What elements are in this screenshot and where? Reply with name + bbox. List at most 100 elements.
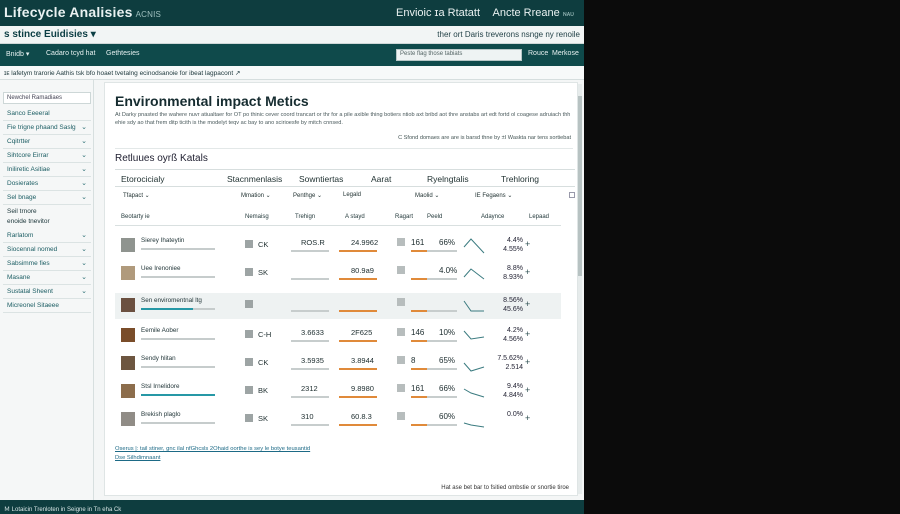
divider — [3, 120, 91, 121]
column-header[interactable]: Lepaad — [529, 214, 550, 220]
sidebar-item[interactable]: Sanco Eeeeral — [3, 108, 91, 121]
sidebar-item[interactable]: Masane ⌄ — [3, 272, 91, 285]
sidebar-item[interactable]: enoide tnevitor — [3, 216, 91, 229]
add-icon[interactable]: + — [525, 329, 531, 339]
row-checkbox[interactable] — [245, 358, 253, 366]
divider — [115, 148, 573, 149]
column-header[interactable]: Beotarty ie — [121, 214, 150, 220]
sidebar-item[interactable]: Sabsimme fies ⌄ — [3, 258, 91, 271]
row-value: 80.9a9 — [351, 266, 374, 275]
chevron-down-icon: ⌄ — [81, 194, 87, 201]
sparkline — [463, 238, 485, 254]
tab-2[interactable]: Gethtesies — [106, 50, 140, 57]
group-tab[interactable]: Aarat — [371, 174, 392, 184]
row-bar — [411, 250, 427, 252]
column-header[interactable]: Adaynce — [481, 214, 505, 220]
column-header[interactable]: Peeld — [427, 214, 443, 220]
add-icon[interactable]: + — [525, 267, 531, 277]
table-row[interactable]: Sen enviromentnal ltg 8.56% 45.6% + — [115, 293, 561, 319]
column-header[interactable]: Ragart — [395, 214, 414, 220]
route-button[interactable]: Rouce — [528, 50, 549, 57]
row-value: 3.6633 — [301, 328, 324, 337]
sidebar-item[interactable]: Sihtcore Eirrar ⌄ — [3, 150, 91, 163]
tab-0[interactable]: Bnidb ▾ — [6, 51, 30, 58]
row-average: 4.2% 4.56% — [503, 327, 523, 343]
add-icon[interactable]: + — [525, 299, 531, 309]
workspace-selector[interactable]: s stince Euidisies ▾ — [4, 29, 96, 40]
add-icon[interactable]: + — [525, 357, 531, 367]
group-tab[interactable]: Trehloring — [501, 174, 539, 184]
scrollbar[interactable] — [578, 84, 582, 494]
row-bar — [339, 396, 377, 398]
table-row[interactable]: Eemile Aober C-H 3.6633 2F625 146 10% 4.2% 4.56… — [115, 323, 561, 349]
divider — [3, 190, 91, 191]
group-tab[interactable]: Ryelngtalis — [427, 174, 469, 184]
filter-dropdown[interactable]: Legald — [343, 192, 362, 198]
filter-checkbox[interactable] — [569, 192, 575, 199]
sidebar-item[interactable]: Iniliretic Asitiae ⌄ — [3, 164, 91, 177]
row-checkbox[interactable] — [245, 386, 253, 394]
group-tabs: Etorocicialy Stacnmenlasis Sowntiertas A… — [115, 169, 575, 187]
footer-link[interactable]: Oserus |: tail stiner, gnc ilal nfGhcsls… — [115, 446, 311, 461]
material-thumbnail — [121, 384, 135, 398]
add-icon[interactable]: + — [525, 239, 531, 249]
group-tab[interactable]: Stacnmenlasis — [227, 174, 283, 184]
row-checkbox[interactable] — [245, 330, 253, 338]
sidebar-item[interactable]: Micreonel Sitaeee — [3, 300, 91, 313]
table-row[interactable]: Uee Irenoniee SK 80.9a9 4.0% 8.8% 8.93% + — [115, 261, 561, 287]
sidebar-item[interactable]: Siocennal nomed ⌄ — [3, 244, 91, 257]
scrollbar-thumb[interactable] — [578, 96, 582, 276]
header-link-b[interactable]: Ancte Rreane — [492, 7, 560, 19]
row-checkbox[interactable] — [245, 268, 253, 276]
markose-button[interactable]: Merkose — [552, 50, 579, 57]
group-tab[interactable]: Sowntiertas — [299, 174, 344, 184]
search-input[interactable]: Peste flag those tabiats — [396, 49, 522, 61]
sidebar-item[interactable]: Sel bnage ⌄ — [3, 192, 91, 205]
sidebar-search[interactable]: Newchel Ramadiaes — [3, 92, 91, 104]
table-row[interactable]: Sierey Ihateytin CK ROS.R 24.9962 161 66% 4.4%… — [115, 233, 561, 259]
filter-dropdown[interactable]: Mmation ⌄ — [241, 193, 271, 199]
column-header[interactable]: A stayd — [345, 214, 365, 220]
column-header[interactable]: Nemaisg — [245, 214, 269, 220]
sidebar-item[interactable]: Fie trigne phaand Saslg ⌄ — [3, 122, 91, 135]
row-progress — [141, 248, 215, 250]
row-bar — [291, 340, 329, 342]
sidebar-item-label: enoide tnevitor — [7, 218, 50, 225]
filter-dropdown[interactable]: Tfapact ⌄ — [123, 193, 150, 199]
row-checkbox[interactable] — [245, 240, 253, 248]
sidebar-item[interactable]: Rarlatom ⌄ — [3, 230, 91, 243]
sidebar-item-label: Sel bnage — [7, 194, 37, 201]
tab-1[interactable]: Cadaro tcyd hat — [46, 50, 96, 57]
row-checkbox[interactable] — [245, 414, 253, 422]
table-row[interactable]: Brekish plaglo SK 310 60.8.3 60% 0.0% + — [115, 407, 561, 433]
divider — [3, 162, 91, 163]
add-icon[interactable]: + — [525, 385, 531, 395]
sidebar-item[interactable]: Seil trnore — [3, 206, 91, 219]
sidebar-item[interactable]: Dosierates ⌄ — [3, 178, 91, 191]
filter-dropdown[interactable]: IE Fegaens ⌄ — [475, 193, 513, 199]
row-material: C-H — [258, 330, 272, 339]
header-link-a[interactable]: Envioic ɪa Rtatatt — [396, 7, 481, 19]
column-header[interactable]: Trehign — [295, 214, 316, 220]
filter-dropdown[interactable]: Maolid ⌄ — [415, 193, 440, 199]
row-marker — [397, 238, 405, 246]
group-tab[interactable]: Etorocicialy — [121, 174, 165, 184]
sidebar-item[interactable]: Sustatal Sheent ⌄ — [3, 286, 91, 299]
table-row[interactable]: Sendy hlitan CK 3.5935 3.8944 8 65% 7.5.62% 2.5… — [115, 351, 561, 377]
divider — [3, 176, 91, 177]
sidebar-item[interactable]: Cqitrtter ⌄ — [3, 136, 91, 149]
header-right: Envioic ɪa Rtatatt Ancte Rreane ɴᴀᴜ — [396, 7, 574, 19]
row-bar — [339, 368, 377, 370]
row-bar — [427, 396, 457, 398]
header-link-c[interactable]: ɴᴀᴜ — [562, 11, 574, 18]
table-row[interactable]: Stsl Irnelidore BK 2312 9.8980 161 66% 9.4% 4.8… — [115, 379, 561, 405]
row-value: 3.8944 — [351, 356, 374, 365]
material-thumbnail — [121, 266, 135, 280]
divider — [3, 148, 91, 149]
row-bar — [339, 424, 377, 426]
row-checkbox[interactable] — [245, 300, 253, 308]
row-bar — [291, 424, 329, 426]
row-bar — [427, 310, 457, 312]
add-icon[interactable]: + — [525, 413, 531, 423]
filter-dropdown[interactable]: Penthge ⌄ — [293, 193, 323, 199]
